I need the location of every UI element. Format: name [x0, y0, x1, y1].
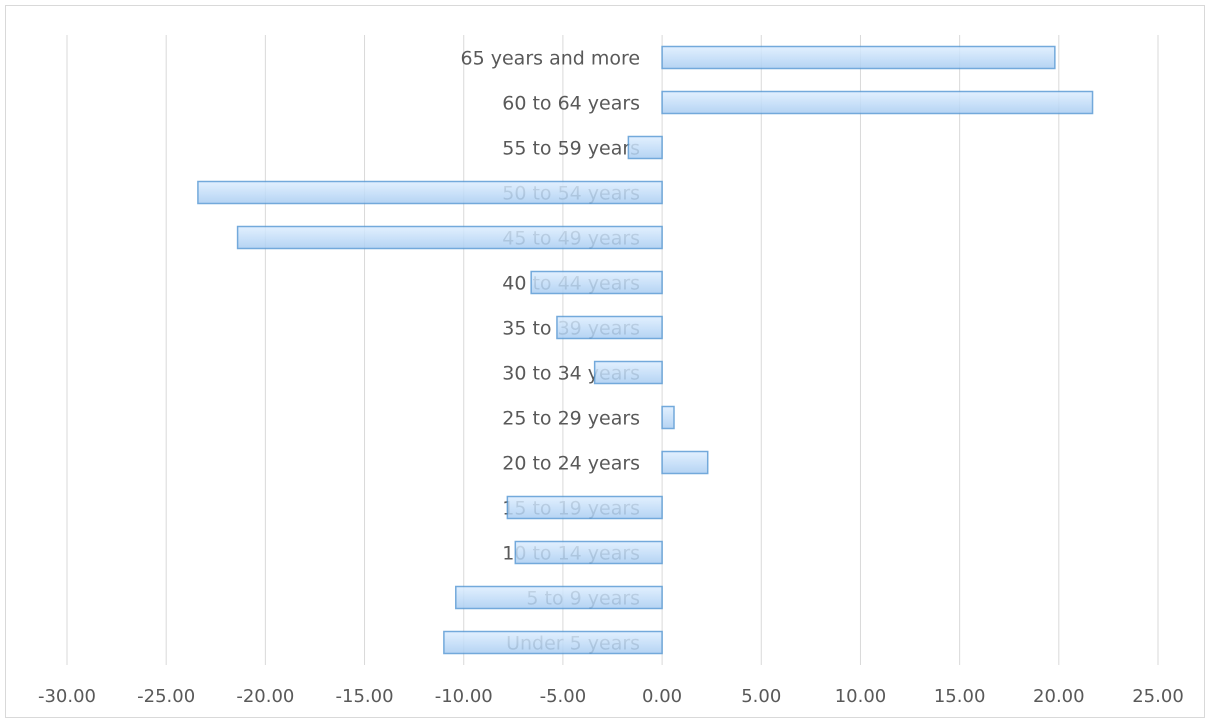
bar — [593, 360, 663, 385]
category-label: 55 to 59 years — [502, 138, 640, 160]
bar — [661, 90, 1094, 115]
grid-lines — [66, 35, 1159, 665]
bar — [661, 405, 675, 430]
bar — [661, 450, 709, 475]
x-tick-label: 15.00 — [934, 686, 986, 707]
bar — [236, 225, 663, 250]
x-tick-label: -10.00 — [435, 686, 493, 707]
bar — [514, 540, 663, 565]
x-tick-label: 25.00 — [1132, 686, 1184, 707]
bar — [197, 180, 663, 205]
bar — [627, 135, 663, 160]
x-tick-label: -30.00 — [38, 686, 96, 707]
x-tick-label: 5.00 — [741, 686, 781, 707]
category-label: 25 to 29 years — [502, 408, 640, 430]
category-label: 20 to 24 years — [502, 453, 640, 475]
bar — [443, 630, 663, 655]
category-label: 65 years and more — [461, 48, 641, 70]
bar — [506, 495, 663, 520]
x-tick-label: -5.00 — [540, 686, 587, 707]
bars — [197, 45, 1094, 655]
x-tick-label: 0.00 — [642, 686, 682, 707]
x-tick-label: -25.00 — [137, 686, 195, 707]
category-label: 60 to 64 years — [502, 93, 640, 115]
x-axis-tick-labels: -30.00 -25.00 -20.00 -15.00 -10.00 -5.00 0.00 5… — [38, 686, 1184, 707]
bar — [661, 45, 1056, 70]
bar — [530, 270, 663, 295]
bar — [556, 315, 663, 340]
x-tick-label: -15.00 — [336, 686, 394, 707]
bar — [455, 585, 663, 610]
x-tick-label: -20.00 — [236, 686, 294, 707]
x-tick-label: 10.00 — [835, 686, 887, 707]
x-tick-label: 20.00 — [1033, 686, 1085, 707]
